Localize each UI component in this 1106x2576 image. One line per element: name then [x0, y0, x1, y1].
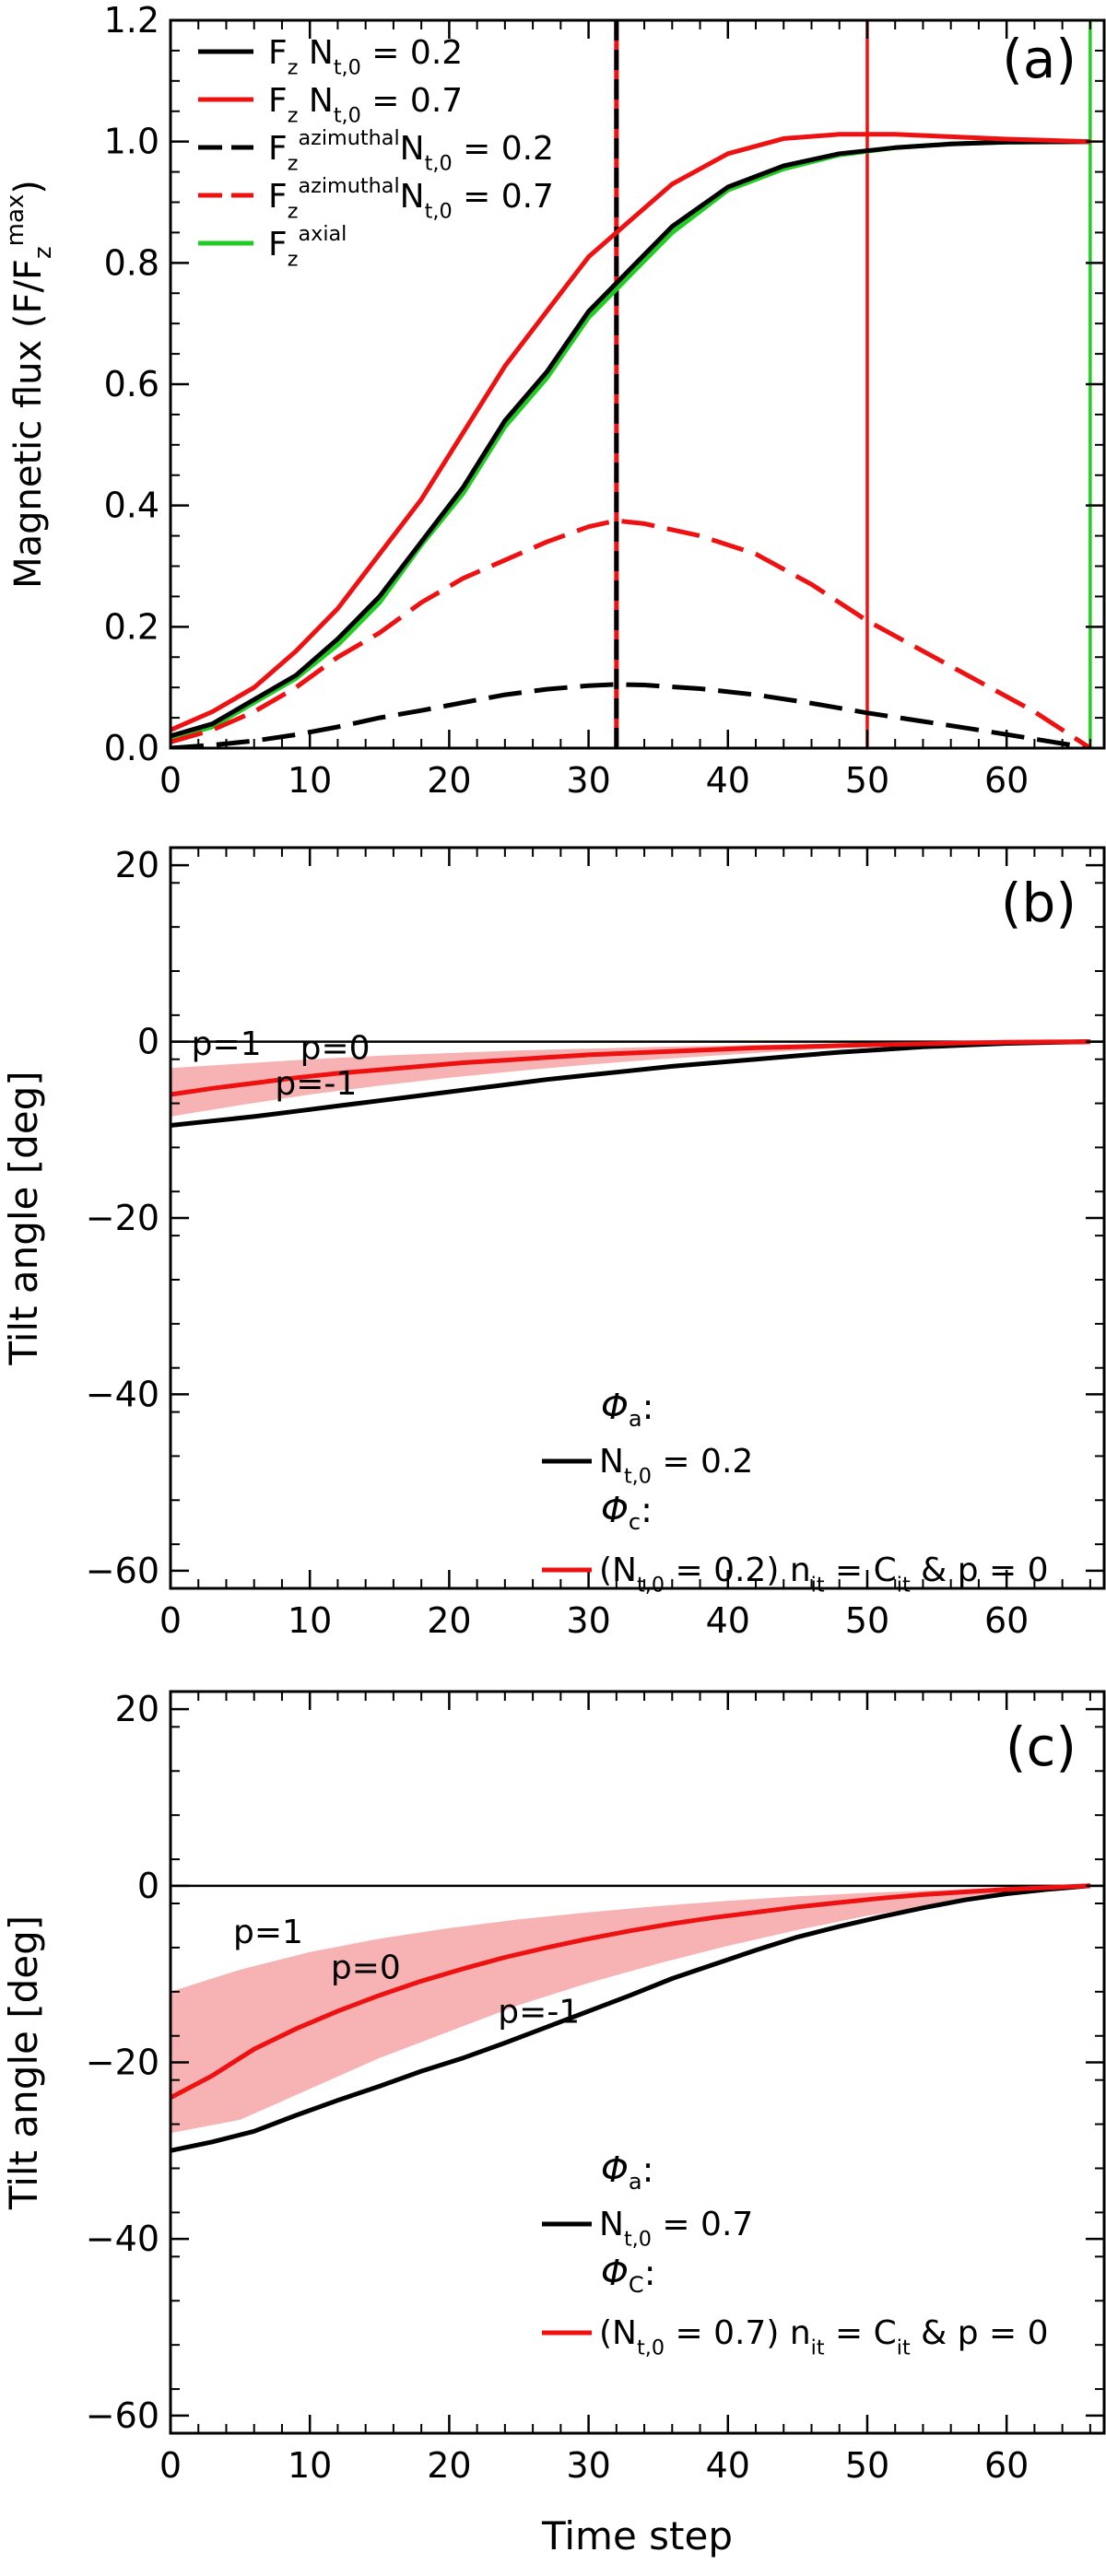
annotation-p=1: p=1	[192, 1025, 262, 1063]
y-axis-label: Tilt angle [deg]	[1, 1915, 46, 2210]
panel-label: (b)	[1001, 872, 1077, 934]
x-axis-label: Time step	[541, 2513, 733, 2558]
panel-a-magnetic-flux: 0 10 20 30 40 50 60 0.0 0.2 0.4 0.6 0.8 1.0 1.2 Magnet…	[2, 0, 1106, 801]
legend-label-a: Nt,0 = 0.2	[599, 1443, 753, 1489]
series-line-1	[171, 139, 1090, 739]
series-line-1	[171, 1883, 1091, 2101]
x-tick-label: 50	[845, 2445, 889, 2486]
legend-label-3: FzazimuthalNt,0 = 0.7	[268, 174, 554, 224]
x-tick-label: 30	[566, 2445, 610, 2486]
y-tick-label: −20	[86, 2043, 159, 2083]
x-tick-label: 20	[427, 1600, 471, 1641]
y-tick-label: 1.2	[104, 0, 159, 41]
legend-label-0: Fz Nt,0 = 0.2	[268, 34, 463, 80]
legend-phi-c: Φc:	[601, 1490, 653, 1535]
panel-label: (a)	[1002, 28, 1077, 90]
series-line-2	[171, 132, 1090, 732]
p-range-band	[171, 1041, 1090, 1117]
panel-label: (c)	[1006, 1715, 1077, 1778]
y-tick-label: −20	[86, 1198, 159, 1238]
x-tick-label: 60	[984, 1600, 1029, 1641]
annotation-p=0: p=0	[331, 1949, 401, 1986]
y-tick-label: 20	[115, 845, 159, 885]
series-line-3	[171, 682, 1091, 748]
y-tick-label: 0.0	[104, 728, 159, 768]
y-tick-label: 0.2	[104, 606, 159, 647]
x-tick-label: 40	[706, 2445, 750, 2486]
x-tick-label: 10	[288, 760, 332, 801]
x-tick-label: 20	[427, 2445, 471, 2486]
legend-phi-c: ΦC:	[601, 2253, 656, 2298]
x-tick-label: 10	[288, 2445, 332, 2486]
x-tick-label: 30	[566, 760, 610, 801]
plot-area	[171, 1039, 1104, 1128]
y-tick-label: 1.0	[104, 122, 159, 162]
legend-phi-a: Φa:	[601, 1387, 653, 1432]
x-tick-label: 60	[984, 2445, 1029, 2486]
legend-phi-a: Φa:	[601, 2149, 653, 2195]
x-tick-label: 20	[427, 760, 471, 801]
y-tick-label: 0.8	[104, 242, 159, 283]
series-line-4	[171, 518, 1092, 748]
x-tick-label: 0	[159, 1600, 182, 1641]
x-tick-label: 40	[706, 1600, 750, 1641]
x-tick-label: 60	[984, 760, 1029, 801]
series-line-0	[171, 1883, 1091, 2153]
y-tick-label: −40	[86, 1374, 159, 1414]
y-tick-label: 0.6	[104, 364, 159, 404]
x-tick-label: 50	[845, 1600, 889, 1641]
y-tick-label: 0.4	[104, 486, 159, 526]
plot-area	[171, 1883, 1104, 2153]
legend-label-c: (Nt,0 = 0.7) nit = Cit & p = 0	[599, 2314, 1049, 2360]
y-tick-label: −40	[86, 2219, 159, 2259]
annotation-p=1: p=1	[233, 1914, 303, 1951]
y-tick-label: −60	[86, 2395, 159, 2436]
x-tick-label: 50	[845, 760, 889, 801]
legend-label-4: Fzaxial	[268, 222, 347, 272]
x-tick-label: 40	[706, 760, 750, 801]
legend-label-2: FzazimuthalNt,0 = 0.2	[268, 126, 554, 176]
p-range-band	[171, 1885, 1090, 2134]
y-axis-label: Tilt angle [deg]	[1, 1071, 46, 1365]
x-tick-label: 0	[159, 2445, 182, 2486]
x-tick-label: 10	[288, 1600, 332, 1641]
annotation-p=-1: p=-1	[275, 1065, 357, 1103]
series-line-1	[171, 1039, 1090, 1097]
panel-c-tilt-angle: 0 10 20 30 40 50 60 −60 −40 −20 0 20 Tilt angle [deg…	[1, 1689, 1106, 2558]
series-line-0	[171, 1039, 1090, 1128]
annotation-p=0: p=0	[300, 1030, 371, 1068]
y-tick-label: 20	[115, 1689, 159, 1729]
y-axis-label: Magnetic flux (F/Fzmax)	[2, 180, 57, 589]
y-tick-label: 0	[137, 1866, 159, 1906]
panel-b-tilt-angle: 0 10 20 30 40 50 60 −60 −40 −20 0 20 Tilt angle [deg…	[1, 845, 1106, 1641]
annotation-p=-1: p=-1	[498, 1993, 580, 2031]
y-tick-label: −60	[86, 1551, 159, 1591]
x-tick-label: 30	[566, 1600, 610, 1641]
legend-label-a: Nt,0 = 0.7	[599, 2206, 753, 2252]
y-tick-label: 0	[137, 1022, 159, 1062]
legend-label-1: Fz Nt,0 = 0.7	[268, 82, 463, 128]
plot-area	[171, 20, 1092, 748]
legend-label-c: (Nt,0 = 0.2) nit = Cit & p = 0	[599, 1551, 1049, 1598]
x-tick-label: 0	[159, 760, 182, 801]
